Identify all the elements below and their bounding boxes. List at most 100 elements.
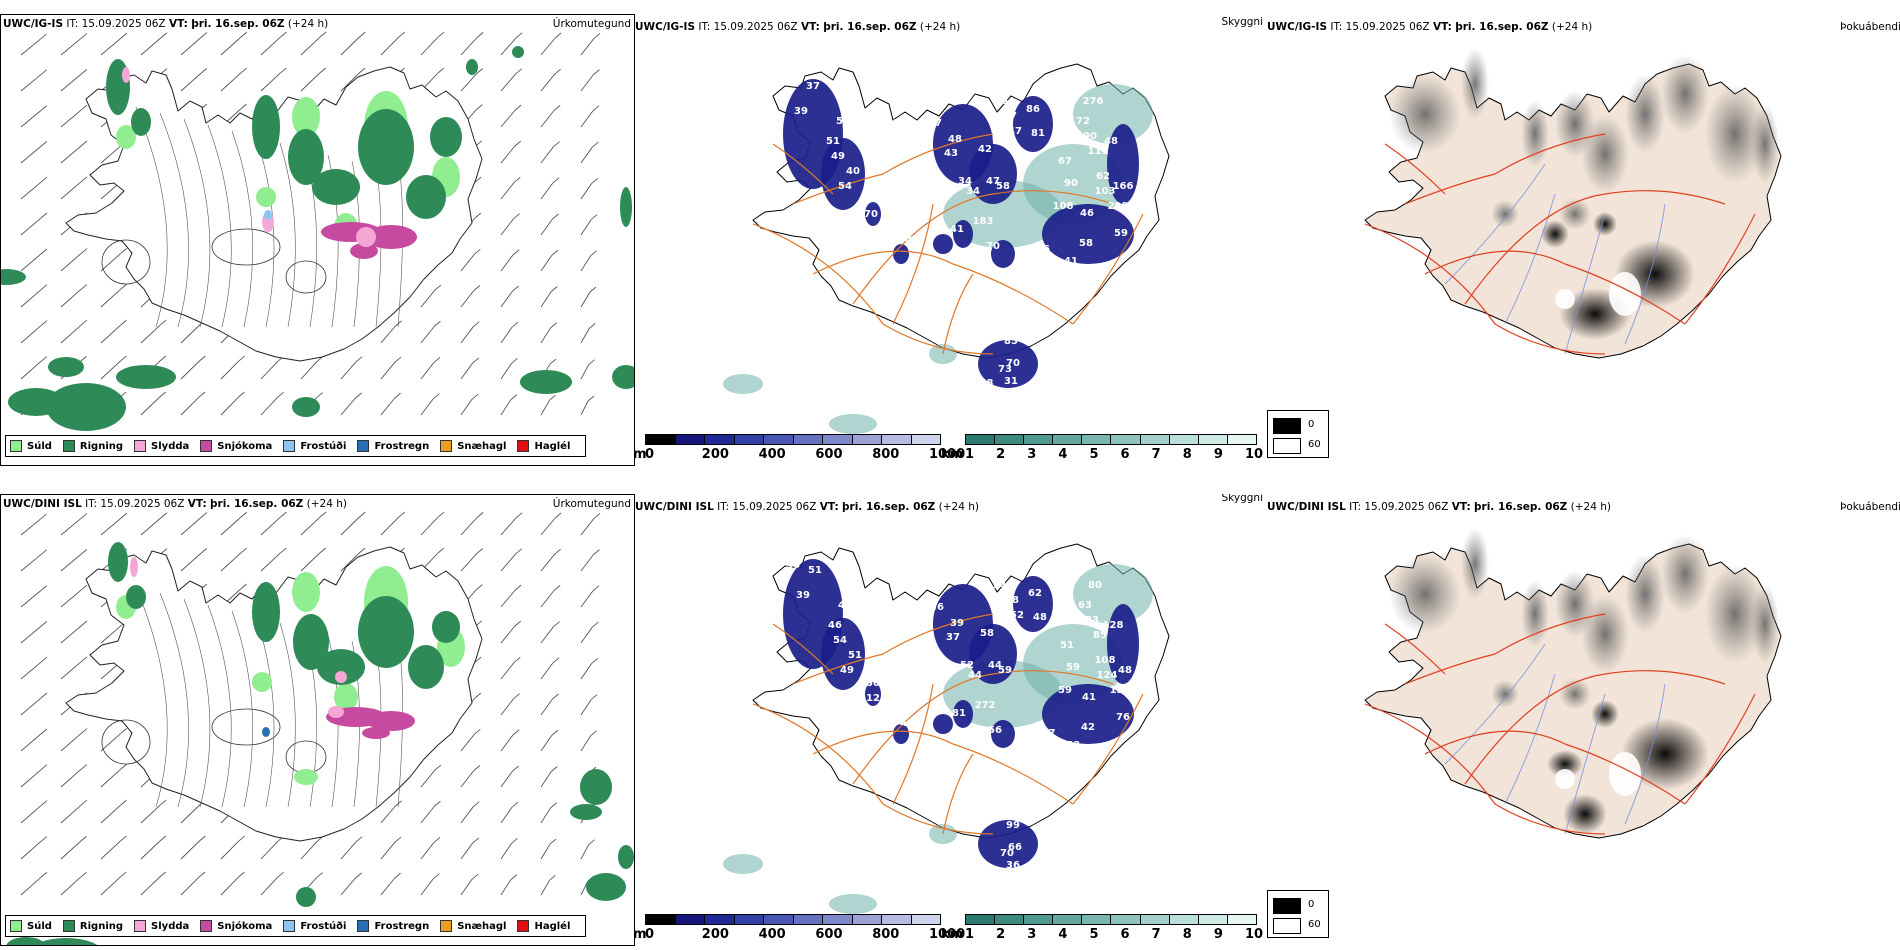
precip-legend-1: Súld Rigning Slydda Snjókoma Frostúði Frostre… — [5, 435, 587, 457]
cloud-base-label: 108 — [1053, 201, 1074, 212]
colorbar-tick: 4 — [1058, 447, 1068, 462]
colorbar-cell — [1053, 915, 1083, 924]
cloud-base-label: 107 — [1035, 728, 1056, 739]
panel-title-2a: UWC/DINI ISL IT: 15.09.2025 06Z VT: þri.… — [3, 498, 347, 510]
fog-panel-1: UWC/IG-IS IT: 15.09.2025 06Z VT: þri. 16… — [1265, 14, 1900, 464]
colorbar-tick: 1 — [965, 927, 975, 942]
colorbar-tick: 200 — [701, 927, 729, 942]
legend-label: Frostúði — [300, 440, 347, 452]
cloud-base-label: 41 — [838, 600, 852, 611]
cloud-base-label: 43 — [944, 148, 958, 159]
cloud-base-label: 83 — [1085, 615, 1099, 626]
cloud-base-label: 37 — [946, 632, 960, 643]
colorbar-cell — [1053, 435, 1083, 444]
colorbar-tick: 800 — [872, 447, 900, 462]
cloud-base-label: 70 — [986, 241, 1000, 252]
colorbar-cell — [852, 435, 882, 444]
cloud-base-label: 62 — [1096, 171, 1110, 182]
cloud-base-label: 47 — [986, 176, 1000, 187]
cloud-base-label: 90 — [1064, 178, 1078, 189]
cloud-base-label: 124 — [1097, 670, 1118, 681]
cloud-base-label: 59 — [1058, 685, 1072, 696]
cloud-base-label: 44 — [1028, 324, 1042, 335]
cloud-base-label: 63 — [1078, 600, 1092, 611]
cloud-base-label: 299 — [1108, 201, 1129, 212]
cloud-base-label: 72 — [1076, 116, 1090, 127]
colorbar-tick: 600 — [815, 447, 843, 462]
cloud-base-label: 62 — [1028, 588, 1042, 599]
cloud-base-label: 36 — [1036, 244, 1050, 255]
cloud-base-label: 56 — [988, 725, 1002, 736]
legend-swatch — [283, 920, 296, 932]
cloud-base-label: 41 — [1082, 692, 1096, 703]
colorbar-cell — [675, 435, 705, 444]
cloud-base-label: 60 — [784, 76, 798, 87]
cloud-base-label: 42 — [1081, 722, 1095, 733]
colorbar-cell — [1140, 435, 1170, 444]
cloud-base-label: 66 — [1008, 842, 1022, 853]
colorbar-cell — [966, 435, 996, 444]
cloud-base-label: 51 — [1060, 640, 1074, 651]
colorbar-cell — [823, 435, 853, 444]
precip-panel-label-2: Úrkomutegund — [552, 498, 631, 510]
cloud-base-label: 59 — [978, 862, 992, 873]
cloud-base-label: 48 — [948, 134, 962, 145]
legend-swatch — [62, 440, 75, 452]
cloud-base-label: 90 — [1083, 131, 1097, 142]
legend-label: Snjókoma — [217, 440, 273, 452]
cloud-base-label: 166 — [1113, 181, 1134, 192]
colorbar-strip — [645, 434, 941, 445]
cloud-base-label: 120 — [861, 194, 882, 205]
cloud-base-label: 272 — [975, 700, 996, 711]
legend-swatch — [357, 440, 370, 452]
colorbar-cell — [1140, 915, 1170, 924]
legend-swatch — [10, 920, 22, 932]
colorbar-unit: m — [633, 927, 647, 942]
legend-label: Snjókoma — [217, 920, 273, 932]
fog-key-label: 0 — [1308, 899, 1315, 910]
fog-key-swatch — [1273, 898, 1301, 914]
colorbar-cell — [882, 435, 912, 444]
cloud-base-label: 118 — [893, 118, 914, 129]
cloud-base-label: 44 — [968, 670, 982, 681]
cloud-base-label: 36 — [1006, 860, 1020, 871]
legend-label: Súld — [27, 920, 52, 932]
cloud-base-label: 52 — [836, 116, 850, 127]
cloud-base-label: 42 — [978, 144, 992, 155]
cloud-panel-label-1: Skyggni — [1221, 16, 1264, 28]
colorbar-cell — [734, 915, 764, 924]
colorbar-cell — [1111, 915, 1141, 924]
cloud-base-label: 48 — [1104, 136, 1118, 147]
legend-swatch — [440, 440, 453, 452]
colorbar-cell — [646, 915, 676, 924]
fog-panel-label-1: Þokuábendi — [1840, 21, 1900, 33]
panel-title-1b: UWC/IG-IS IT: 15.09.2025 06Z VT: þri. 16… — [635, 21, 961, 33]
fog-key-swatch — [1273, 418, 1301, 434]
legend-label: Rigning — [79, 920, 124, 932]
panel-title-1a: UWC/IG-IS IT: 15.09.2025 06Z VT: þri. 16… — [3, 18, 329, 30]
colorbar-cell — [1024, 915, 1054, 924]
colorbar-tick: 2 — [996, 927, 1006, 942]
colorbar-tick: 1000 — [929, 447, 966, 462]
cloud-base-label: 67 — [1058, 156, 1072, 167]
colorbar-unit: m — [633, 447, 647, 462]
colorbar-cell — [852, 915, 882, 924]
colorbar-tick: 200 — [701, 447, 729, 462]
cloud-base-label: 58 — [980, 628, 994, 639]
legend-swatch — [440, 920, 453, 932]
colorbar-tick: 3 — [1027, 927, 1037, 942]
legend-item-slydda: Slydda — [134, 920, 189, 932]
legend-item-súld: Súld — [10, 440, 52, 452]
cloud-base-label: 50 — [866, 678, 880, 689]
legend-item-frostregn: Frostregn — [357, 920, 429, 932]
cloud-base-label: 51 — [848, 650, 862, 661]
panel-title-2b: UWC/DINI ISL IT: 15.09.2025 06Z VT: þri.… — [635, 501, 979, 513]
legend-swatch — [134, 920, 147, 932]
legend-item-snæhagl: Snæhagl — [440, 920, 506, 932]
cloud-base-label: 82 — [901, 136, 915, 147]
cloud-base-label: 59 — [1114, 228, 1128, 239]
colorbar-tick: 10 — [1245, 447, 1264, 462]
cloud-base-label: 12 — [866, 693, 880, 704]
cloud-base-label: 56 — [786, 560, 800, 571]
